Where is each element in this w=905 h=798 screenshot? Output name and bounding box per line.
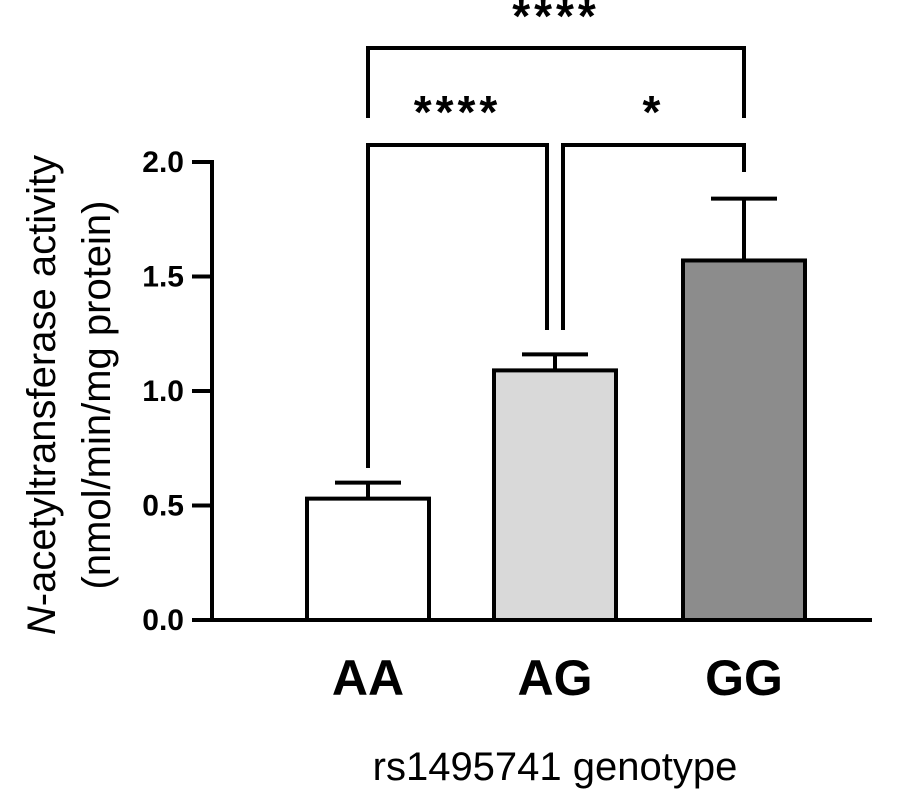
y-axis-title-line1: N-acetyltransferase activity — [20, 155, 64, 635]
sig-bracket-aa-gg — [366, 46, 746, 118]
x-axis: AA AG GG — [210, 618, 872, 706]
y-tick-label: 1.5 — [142, 261, 184, 294]
x-tick-label-aa: AA — [332, 650, 404, 706]
y-tick-label: 1.0 — [142, 375, 184, 408]
x-axis-title: rs1495741 genotype — [373, 745, 738, 789]
y-tick-label: 0.5 — [142, 490, 184, 523]
x-tick-label-ag: AG — [518, 650, 593, 706]
x-tick-label-gg: GG — [705, 650, 783, 706]
bars — [305, 258, 807, 623]
bar-ag — [492, 368, 618, 623]
sig-bracket-ag-gg — [561, 143, 746, 330]
sig-label-aa-ag: **** — [414, 86, 502, 138]
y-axis-title-italic: N — [20, 606, 64, 635]
sig-bracket-aa-ag — [366, 143, 549, 468]
y-tick-label: 2.0 — [142, 146, 184, 179]
y-axis: 0.0 0.5 1.0 1.5 2.0 — [142, 146, 214, 637]
error-bars — [335, 196, 777, 499]
sig-label-aa-gg: **** — [512, 0, 600, 42]
bar-aa — [305, 496, 431, 623]
significance-brackets: **** ***** — [366, 0, 746, 468]
bar-gg — [681, 258, 807, 622]
sig-label-ag-gg: * — [643, 86, 665, 138]
y-axis-title-main: -acetyltransferase activity — [20, 155, 64, 606]
y-tick-label: 0.0 — [142, 604, 184, 637]
y-axis-title: N-acetyltransferase activity (nmol/min/m… — [20, 155, 119, 635]
y-axis-title-units: (nmol/min/mg protein) — [75, 200, 119, 589]
